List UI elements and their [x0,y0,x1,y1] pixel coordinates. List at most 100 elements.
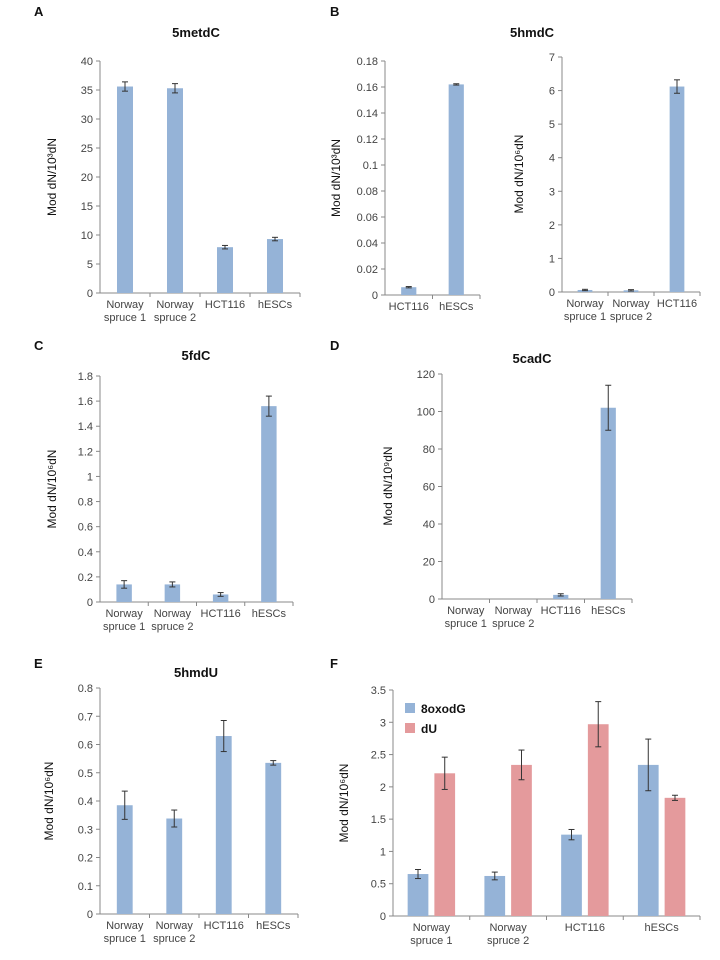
x-category-label-a: hESCs [258,299,293,311]
x-category-label-c: Norway spruce 1 [103,608,145,633]
panel-letter-e: E [34,656,43,671]
x-category-label-a: Norway spruce 2 [154,299,196,324]
panel-letter-b: B [330,4,339,19]
error-bar-c [217,592,224,597]
bar-a-5metdc [217,247,233,293]
y-tick-label-c: 0.4 [78,547,93,559]
bar-f-8oxodg [484,875,506,916]
y-axis-label-c: Mod dN/10⁶dN [45,450,59,529]
y-tick-label-e: 0.6 [78,740,93,752]
bar-e-5hmdu [215,736,232,914]
error-bar-b1 [405,286,412,289]
error-bar-a [222,244,228,250]
y-tick-label-e: 0.8 [78,683,93,695]
y-tick-label-d: 60 [423,482,435,494]
y-tick-label-c: 0 [87,597,93,609]
bar-a-5metdc [117,86,133,294]
error-bar-b2 [674,79,680,94]
x-category-label-e: Norway spruce 2 [153,920,195,945]
y-tick-label-e: 0.2 [78,853,93,865]
bar-f-du [434,773,456,916]
y-tick-label-e: 0.4 [78,796,93,808]
y-tick-label-b2: 3 [549,186,555,198]
legend-swatch-8oxodg [405,703,415,713]
x-category-label-e: HCT116 [204,920,244,932]
y-tick-label-a: 30 [81,114,93,126]
y-tick-label-d: 40 [423,519,435,531]
y-tick-label-d: 120 [417,369,435,381]
error-bar-e [121,790,128,820]
y-tick-label-c: 0.2 [78,572,93,584]
error-bar-a [122,81,128,92]
error-bar-e [171,809,178,828]
error-bar-f [491,871,498,881]
x-category-label-b2: HCT116 [657,298,697,310]
bar-d-5cadc [600,407,616,599]
chart-b2: Mod dN/10⁶dN 0 1 2 3 4 5 6 7 Norway spruce 1Norway… [512,52,701,323]
bar-b2-5hmdc [669,86,685,293]
y-tick-label-f: 1 [380,846,386,858]
bar-a-5metdc [167,88,183,293]
y-tick-label-b2: 6 [549,86,555,98]
bar-c-5fdc [116,584,132,602]
y-tick-label-e: 0 [87,909,93,921]
error-bar-c [169,581,176,588]
x-category-label-b1: hESCs [439,301,474,313]
bar-f-8oxodg [637,764,659,916]
y-tick-label-f: 3.5 [371,685,386,697]
error-bar-f [415,869,422,880]
y-tick-label-b2: 4 [549,153,555,165]
y-tick-label-f: 0 [380,911,386,923]
x-category-label-b2: Norway spruce 1 [564,298,606,323]
legend-f: 8oxodG dU [405,702,466,736]
error-bar-e [220,719,227,753]
x-category-label-d: Norway spruce 2 [492,605,534,630]
y-axis-label-b1: Mod dN/10³dN [329,139,343,217]
error-bar-a [172,83,178,94]
chart-b1: 5hmdC Mod dN/10³dN 0 0.02 0.04 0.06 0.08 0.1 0.1… [329,25,555,313]
y-tick-label-a: 0 [87,288,93,300]
chart-title-e: 5hmdU [174,665,218,680]
y-tick-label-a: 40 [81,56,93,68]
bar-f-8oxodg [561,834,582,916]
chart-c: 5fdC Mod dN/10⁶dN 0 0.2 0.4 0.6 0.8 1 1.2 1.4 1.6 1… [45,348,294,633]
legend-swatch-du [405,723,415,733]
y-tick-label-b1: 0.04 [357,238,378,250]
bar-f-du [511,764,532,916]
x-category-label-c: Norway spruce 2 [151,608,193,633]
error-bar-f [671,794,678,801]
x-category-label-f: HCT116 [565,922,605,934]
x-category-label-f: Norway spruce 1 [410,922,452,947]
error-bar-f [645,738,652,792]
y-tick-label-d: 0 [429,594,435,606]
y-tick-label-b1: 0.16 [357,82,378,94]
y-tick-label-a: 25 [81,143,93,155]
x-category-label-d: HCT116 [541,605,581,617]
chart-a: 5metdC Mod dN/10³dN 0 5 10 15 20 25 30 35 40 Norway… [45,25,301,324]
chart-title-a: 5metdC [172,25,220,40]
y-axis-label-b2: Mod dN/10⁶dN [512,135,526,214]
bar-b1-5hmdc [401,287,417,295]
y-tick-label-b1: 0 [372,290,378,302]
x-category-label-d: hESCs [591,605,626,617]
y-tick-label-b1: 0.08 [357,186,378,198]
chart-d: 5cadC Mod dN/10⁹dN 0 20 40 60 80 100 120 Norway sp… [381,351,633,630]
error-bar-b1 [453,83,460,86]
x-category-label-f: hESCs [645,922,680,934]
bar-f-8oxodg [407,874,429,916]
y-tick-label-d: 80 [423,444,435,456]
y-tick-label-f: 0.5 [371,879,386,891]
y-tick-label-b1: 0.02 [357,264,378,276]
y-tick-label-c: 1 [87,471,93,483]
y-tick-label-e: 0.3 [78,824,93,836]
bar-c-5fdc [261,406,277,602]
y-axis-label-f: Mod dN/10⁶dN [337,764,351,843]
y-tick-label-b2: 1 [549,253,555,265]
y-tick-label-a: 20 [81,172,93,184]
y-tick-label-a: 10 [81,230,93,242]
x-category-label-e: hESCs [256,920,291,932]
y-tick-label-e: 0.7 [78,711,93,723]
y-tick-label-b2: 0 [549,287,555,299]
y-tick-label-d: 100 [417,407,435,419]
